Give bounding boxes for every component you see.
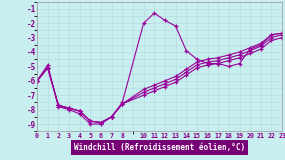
X-axis label: Windchill (Refroidissement éolien,°C): Windchill (Refroidissement éolien,°C) bbox=[74, 143, 245, 152]
